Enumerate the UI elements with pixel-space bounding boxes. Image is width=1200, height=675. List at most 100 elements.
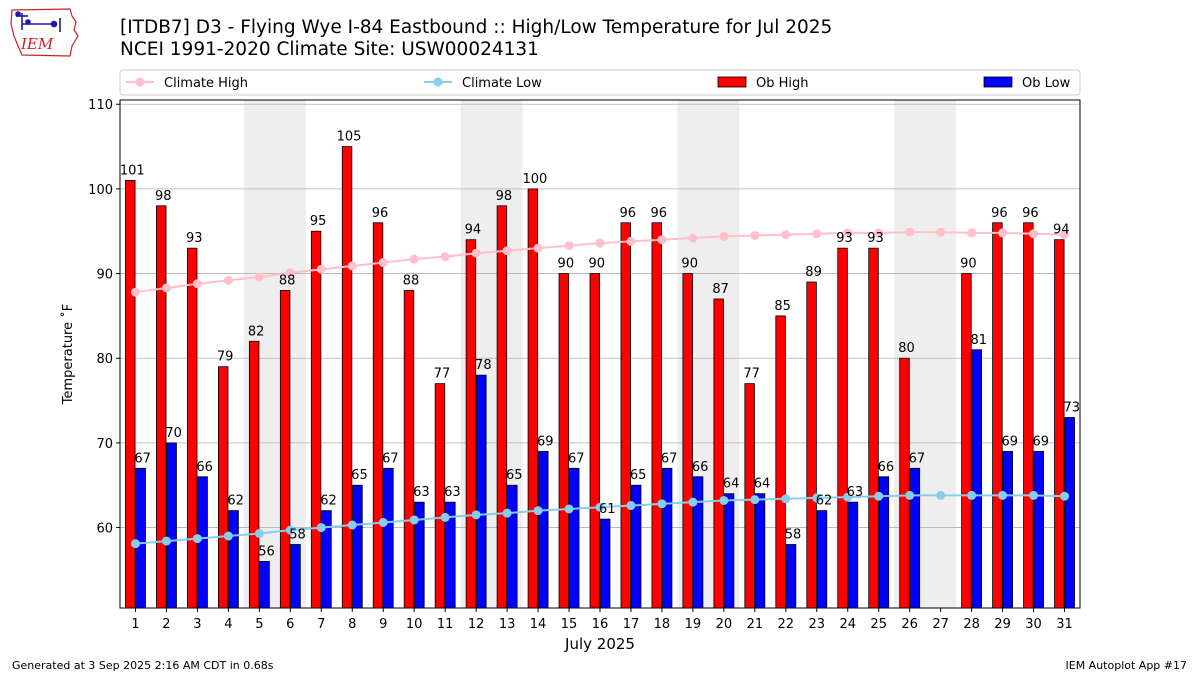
climate-low-point-day-17 [626,501,636,511]
legend-ob-high-swatch [717,76,747,88]
climate-high-point-day-15 [564,241,574,251]
climate-low-point-day-22 [781,494,791,504]
ob-low-bar-day-14 [538,450,549,609]
ob-low-label-day-23: 62 [816,494,833,509]
climate-high-point-day-31 [1060,230,1070,240]
x-tick-label-25: 25 [870,617,887,632]
ob-low-label-day-2: 70 [165,426,182,441]
ob-high-bar-day-6 [279,290,291,609]
ob-low-bar-day-30 [1033,450,1044,609]
climate-high-point-day-12 [471,248,481,258]
ob-high-bar-day-4 [217,366,229,609]
x-tick-label-28: 28 [963,617,980,632]
ob-low-label-day-3: 66 [196,460,213,475]
climate-high-point-day-5 [254,272,264,282]
climate-high-point-day-20 [719,231,729,241]
climate-low-point-day-7 [316,523,326,533]
x-tick-label-2: 2 [162,617,170,632]
ob-high-label-day-7: 95 [310,214,327,229]
climate-high-point-day-7 [316,264,326,274]
ob-low-bar-day-21 [754,493,766,609]
ob-low-label-day-10: 63 [413,485,430,500]
y-tick-label-60: 60 [96,522,113,537]
climate-high-point-day-24 [843,228,853,238]
climate-high-point-day-28 [967,228,977,238]
ob-low-label-day-13: 65 [506,468,523,483]
ob-low-label-day-20: 64 [723,477,740,492]
ob-high-bar-day-30 [1023,222,1034,609]
ob-low-label-day-31: 73 [1063,401,1080,416]
legend-ob-low-swatch [983,76,1013,88]
climate-low-point-day-13 [502,508,512,518]
ob-high-label-day-6: 88 [279,274,296,289]
climate-low-point-day-14 [533,506,543,516]
ob-high-label-day-23: 89 [805,265,822,280]
ob-low-label-day-19: 66 [692,460,709,475]
ob-low-label-day-6: 58 [289,528,306,543]
climate-high-point-day-26 [905,227,915,237]
ob-low-bar-day-13 [507,484,518,609]
ob-high-bar-day-3 [187,247,198,609]
ob-high-label-day-19: 90 [681,257,698,272]
ob-low-bar-day-23 [816,510,828,609]
ob-low-label-day-22: 58 [785,528,802,543]
ob-low-bar-day-24 [847,501,859,609]
climate-low-point-day-2 [161,536,171,546]
ob-high-label-day-5: 82 [248,324,265,339]
climate-low-point-day-23 [812,493,822,503]
ob-high-bar-day-16 [589,273,601,609]
ob-low-bar-day-28 [971,349,983,609]
climate-low-point-day-5 [254,528,264,538]
y-axis-label: Temperature ˚F [60,304,76,405]
ob-low-bar-day-5 [259,561,270,609]
ob-low-bar-day-9 [383,467,394,609]
ob-high-bar-day-12 [465,239,477,609]
ob-low-bar-day-19 [692,476,704,609]
ob-low-bar-day-8 [352,484,363,609]
ob-low-label-day-11: 63 [444,485,461,500]
x-axis-label: July 2025 [564,635,635,653]
ob-high-label-day-11: 77 [434,367,451,382]
ob-high-bar-day-7 [310,230,322,609]
generated-timestamp: Generated at 3 Sep 2025 2:16 AM CDT in 0… [12,659,274,672]
legend-ob-low-label: Ob Low [1022,76,1071,91]
x-tick-label-1: 1 [131,617,139,632]
climate-high-point-day-21 [750,230,760,240]
ob-low-label-day-7: 62 [320,494,337,509]
climate-high-point-day-18 [657,235,667,245]
ob-high-label-day-2: 98 [155,189,172,204]
bars [125,146,1075,609]
x-tick-label-18: 18 [654,617,671,632]
ob-low-label-day-29: 69 [1002,434,1019,449]
ob-high-bar-day-10 [403,290,415,609]
climate-high-point-day-17 [626,236,636,246]
chart-subtitle: NCEI 1991-2020 Climate Site: USW00024131 [120,39,539,60]
y-tick-label-110: 110 [88,98,113,113]
legend-climate-high-marker [135,77,145,87]
x-tick-label-29: 29 [994,617,1011,632]
ob-high-bar-day-15 [558,273,570,609]
ob-low-label-day-26: 67 [909,451,926,466]
climate-low-point-day-3 [192,534,202,544]
y-tick-label-70: 70 [96,437,113,452]
ob-low-label-day-8: 65 [351,468,368,483]
ob-low-bar-day-22 [785,544,797,609]
ob-high-label-day-21: 77 [743,367,760,382]
ob-low-label-day-4: 62 [227,494,244,509]
climate-low-point-day-26 [905,490,915,500]
ob-low-bar-day-15 [569,467,580,609]
ob-high-label-day-13: 98 [496,189,513,204]
ob-high-label-day-26: 80 [898,341,915,356]
ob-high-bar-day-8 [341,146,353,609]
ob-high-label-day-15: 90 [558,257,575,272]
ob-low-label-day-28: 81 [971,333,988,348]
ob-high-bar-day-20 [713,298,724,609]
ob-high-label-day-31: 94 [1053,223,1070,238]
climate-low-point-day-24 [843,492,853,502]
climate-low-point-day-27 [936,490,946,500]
ob-high-label-day-3: 93 [186,231,203,246]
ob-low-bar-day-20 [723,493,735,609]
ob-low-bar-day-4 [228,510,239,609]
ob-high-label-day-28: 90 [960,257,977,272]
ob-low-label-day-15: 67 [568,451,585,466]
